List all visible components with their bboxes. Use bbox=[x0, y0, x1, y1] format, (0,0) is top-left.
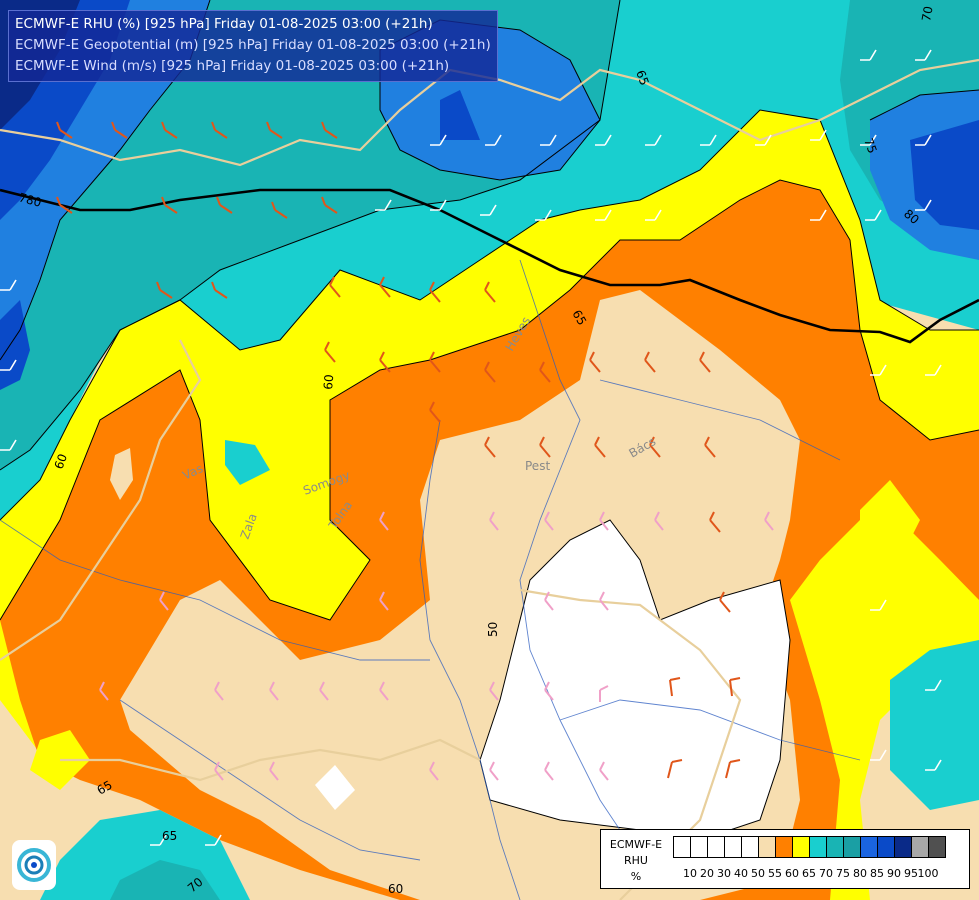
rh-50-small bbox=[315, 765, 355, 810]
geopotential-label: 780 bbox=[17, 190, 43, 209]
place-pest: Pest bbox=[525, 459, 550, 473]
legend-swatch bbox=[792, 836, 810, 858]
legend-swatch bbox=[724, 836, 742, 858]
rh-70-se bbox=[890, 640, 979, 810]
legend-swatches bbox=[673, 836, 946, 858]
rh-85-ne bbox=[910, 120, 979, 230]
legend-tick-label: 65 bbox=[802, 867, 816, 880]
rh-85-centre-n bbox=[440, 90, 480, 140]
legend-swatch bbox=[911, 836, 929, 858]
contour-label-60-centre: 60 bbox=[321, 374, 336, 390]
legend-swatch bbox=[758, 836, 776, 858]
legend-title: ECMWF-E RHU % bbox=[609, 838, 663, 883]
title-rhu: ECMWF-E RHU (%) [925 hPa] Friday 01-08-2… bbox=[15, 16, 433, 32]
contour-label-60-west: 60 bbox=[52, 452, 70, 471]
logo-icon bbox=[12, 840, 56, 890]
legend-swatch bbox=[673, 836, 691, 858]
contour-label-65-centre: 65 bbox=[569, 308, 589, 328]
rh-55-pocket bbox=[110, 448, 133, 500]
contour-label-60-s: 60 bbox=[388, 882, 403, 896]
legend-swatch bbox=[928, 836, 946, 858]
legend-tick-label: 70 bbox=[819, 867, 833, 880]
legend-tick-label: 75 bbox=[836, 867, 850, 880]
rh-50-region bbox=[480, 520, 790, 840]
legend-tick-label: 40 bbox=[734, 867, 748, 880]
rhu-legend: ECMWF-E RHU % 10 20 30 40 50 55 60 65 70 75 80 85 90… bbox=[600, 829, 970, 889]
legend-swatch bbox=[894, 836, 912, 858]
legend-swatch bbox=[809, 836, 827, 858]
legend-ticks: 10 20 30 40 50 55 60 65 70 75 80 85 90 95 100 bbox=[673, 867, 973, 881]
rh-65-se bbox=[860, 480, 920, 560]
contour-label-70-ne: 70 bbox=[919, 5, 935, 22]
contour-label-65-n: 65 bbox=[633, 68, 651, 87]
legend-swatch bbox=[775, 836, 793, 858]
contour-label-65-se: 65 bbox=[95, 778, 115, 798]
legend-tick-label: 100 bbox=[917, 867, 939, 880]
legend-tick-label: 10 bbox=[683, 867, 697, 880]
legend-tick-label: 20 bbox=[700, 867, 714, 880]
legend-swatch bbox=[826, 836, 844, 858]
legend-swatch bbox=[843, 836, 861, 858]
rh-75-sw bbox=[110, 860, 220, 900]
title-geopotential: ECMWF-E Geopotential (m) [925 hPa] Frida… bbox=[15, 37, 491, 53]
legend-tick-label: 50 bbox=[751, 867, 765, 880]
legend-swatch bbox=[707, 836, 725, 858]
rh-70-pocket bbox=[225, 440, 270, 485]
legend-tick-label: 80 bbox=[853, 867, 867, 880]
legend-tick-label: 30 bbox=[717, 867, 731, 880]
legend-swatch bbox=[690, 836, 708, 858]
legend-tick-label: 85 bbox=[870, 867, 884, 880]
contour-label-50: 50 bbox=[486, 622, 500, 637]
legend-tick-label: 60 bbox=[785, 867, 799, 880]
legend-tick-label: 90 bbox=[887, 867, 901, 880]
legend-swatch bbox=[860, 836, 878, 858]
geopotential-780-line bbox=[0, 188, 979, 344]
legend-tick-label: 55 bbox=[768, 867, 782, 880]
legend-swatch bbox=[741, 836, 759, 858]
contour-label-65-sw: 65 bbox=[162, 829, 177, 843]
map-title-box: ECMWF-E RHU (%) [925 hPa] Friday 01-08-2… bbox=[8, 10, 498, 82]
title-wind: ECMWF-E Wind (m/s) [925 hPa] Friday 01-0… bbox=[15, 58, 450, 74]
legend-swatch bbox=[877, 836, 895, 858]
contour-label-75-ne: 75 bbox=[861, 136, 879, 155]
legend-tick-label: 95 bbox=[904, 867, 918, 880]
